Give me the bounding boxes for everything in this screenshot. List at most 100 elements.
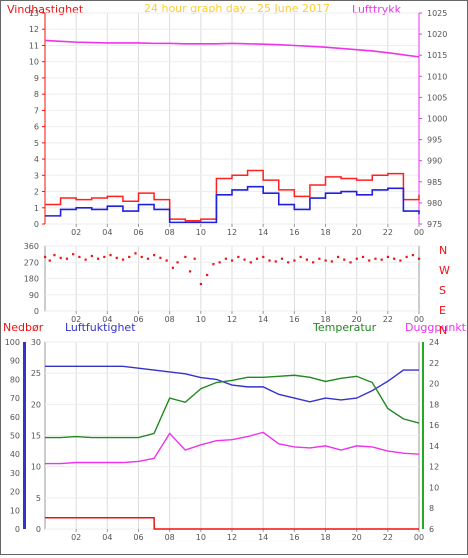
temperature-tick-label: 6 [429,525,434,534]
y-tick-label-left: 5 [34,139,39,148]
direction-point [224,257,227,260]
direction-point [343,258,346,261]
direction-point [237,255,240,259]
direction-point [109,254,112,257]
x-tick-label: 02 [71,315,81,324]
x-tick-label: 22 [383,315,393,324]
direction-point [72,253,75,256]
y-tick-label-left: 9 [34,74,39,83]
direction-point [255,257,259,260]
x-tick-label: 10 [196,533,206,542]
rain-tick-label: 70 [10,394,20,403]
y-tick-label-left: 12 [29,25,39,34]
direction-point [115,256,118,259]
y-tick-label-left: 4 [34,155,39,164]
humidity-tick-label: 25 [31,369,41,378]
direction-point [90,254,93,258]
direction-point [53,254,56,257]
direction-point [280,257,284,260]
temp-axis-bar [422,342,424,529]
direction-point [193,257,196,260]
direction-point [268,259,271,262]
x-tick-label: 14 [258,533,268,542]
direction-point [218,261,221,264]
x-tick-label: 14 [258,315,268,324]
direction-point [355,257,358,260]
rain-tick-label: 60 [10,413,20,422]
x-tick-label: 06 [133,533,143,542]
pressure-title: Lufttrykk [352,3,402,16]
direction-point [262,255,265,259]
y-tick-label-right: 990 [427,157,442,166]
direction-point [418,257,421,260]
rain-line [45,517,419,530]
direction-point [134,252,137,255]
direction-point [361,255,365,259]
direction-point [312,261,315,264]
x-tick-label: 18 [320,315,330,324]
x-tick-label: 18 [320,228,330,237]
y-tick-label-left: 0 [34,220,39,229]
x-tick-label: 00 [414,228,424,237]
x-tick-label: 12 [227,228,237,237]
humidity-tick-label: 15 [31,432,41,441]
y-tick-label-right: 995 [427,136,442,145]
rain-tick-label: 30 [10,469,20,478]
x-tick-label: 04 [102,533,112,542]
direction-point [243,258,246,261]
humidity-tick-label: 0 [36,525,41,534]
y-tick-label-left: 10 [29,58,39,67]
x-tick-label: 16 [289,533,299,542]
direction-point [330,260,333,263]
direction-point [84,258,87,261]
temperature-tick-label: 10 [429,483,439,492]
direction-tick-label: 90 [29,291,39,300]
wind-average-line [45,185,420,224]
direction-point [44,255,47,259]
graph-day-title: 24 hour graph day - 25 June 2017 [144,2,330,15]
temperature-tick-label: 18 [429,400,439,409]
direction-point [206,273,209,277]
rain-label: Nedbør [3,321,44,334]
x-tick-label: 08 [165,228,175,237]
rain-axis-bar [23,342,26,529]
rain-tick-label: 90 [10,357,20,366]
x-tick-label: 06 [133,228,143,237]
direction-point [411,254,414,257]
rain-tick-label: 50 [10,432,20,441]
direction-point [386,255,390,259]
direction-point [318,257,321,260]
direction-tick-label: 270 [24,258,39,267]
y-tick-label-left: 11 [29,41,39,50]
wind-gust-line [45,169,420,222]
direction-point [184,255,187,259]
x-tick-label: 20 [352,533,362,542]
y-tick-label-left: 2 [34,188,39,197]
x-tick-label: 18 [320,533,330,542]
dewpoint-label: Duggpunkt [405,321,467,334]
direction-point [176,261,179,264]
direction-point [336,255,340,259]
x-tick-label: 04 [102,315,112,324]
y-tick-label-left: 3 [34,171,39,180]
temperature-tick-label: 16 [429,421,439,430]
x-tick-label: 00 [414,315,424,324]
x-tick-label: 10 [196,315,206,324]
pressure-line [44,39,420,58]
rain-tick-label: 40 [10,450,20,459]
y-tick-label-left: 7 [34,106,39,115]
y-tick-label-left: 8 [34,90,39,99]
temperature-label: Temperatur [312,321,377,334]
direction-point [188,270,192,273]
y-tick-label-left: 13 [29,9,39,18]
direction-point [249,261,252,264]
direction-tick-label: 0 [34,307,39,316]
temperature-tick-label: 22 [429,359,439,368]
y-tick-label-right: 1010 [427,72,447,81]
x-tick-label: 06 [133,315,143,324]
direction-point [293,259,296,262]
direction-point [171,266,174,269]
rain-tick-label: 10 [10,506,20,515]
